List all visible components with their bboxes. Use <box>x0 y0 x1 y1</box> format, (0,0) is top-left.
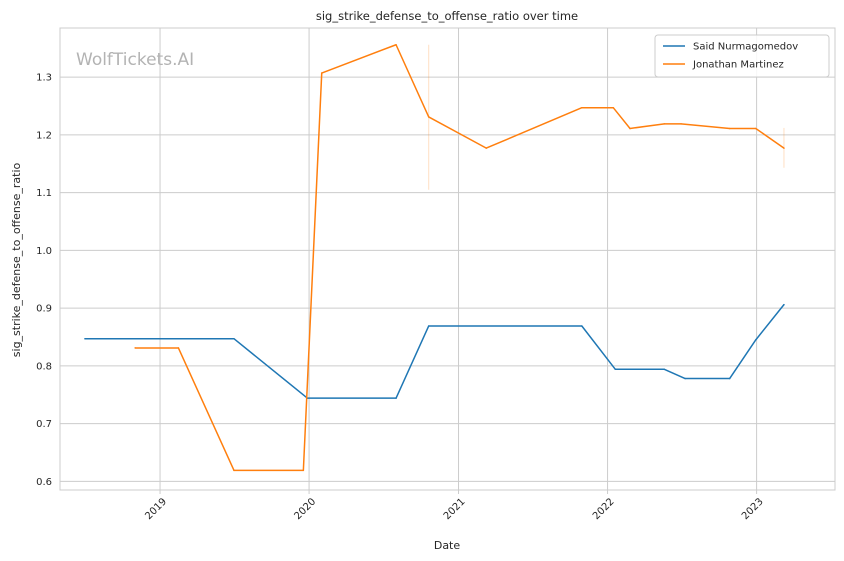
series-2-point <box>233 469 235 472</box>
series-2-point <box>728 127 731 130</box>
series-1-point <box>663 368 666 371</box>
series-2-point <box>783 147 785 149</box>
legend: Said Nurmagomedov Jonathan Martinez <box>654 34 830 78</box>
series-2-point <box>302 469 305 472</box>
series-1-point <box>581 325 583 327</box>
series-2-point <box>134 347 136 349</box>
plot-frame <box>59 27 836 491</box>
y-tick-label: 1.0 <box>36 246 52 257</box>
series-1-point <box>233 337 235 340</box>
series-2-point <box>485 147 488 149</box>
series-1-point <box>614 368 617 371</box>
y-tick-label: 0.7 <box>36 419 52 430</box>
series-2-point <box>680 123 682 125</box>
series-2-point <box>755 127 757 130</box>
y-axis-label: sig_strike_defense_to_offense_ratio <box>10 163 23 358</box>
series-2-point <box>395 43 397 46</box>
series-2-point <box>427 116 430 118</box>
legend-label-1: Said Nurmagomedov <box>693 42 798 53</box>
series-1-point <box>728 377 731 380</box>
legend-label-2: Jonathan Martinez <box>692 60 784 71</box>
series-line-1 <box>84 304 785 399</box>
series-2-point <box>177 347 180 349</box>
series-2-point <box>663 123 666 125</box>
series-1-point <box>783 303 785 306</box>
series-1-point <box>427 325 430 327</box>
series-1-point <box>395 397 397 399</box>
series-1-point <box>84 337 86 340</box>
series-1-point <box>755 339 757 341</box>
y-tick-label: 1.1 <box>36 188 52 199</box>
series-2-point <box>612 106 615 109</box>
y-tick-label: 1.2 <box>36 130 52 141</box>
watermark-text: WolfTickets.AI <box>76 50 194 70</box>
series-2-point <box>629 127 631 130</box>
y-tick-label: 0.9 <box>36 304 52 315</box>
x-axis-label: Date <box>434 539 461 552</box>
series-1-point <box>684 377 686 380</box>
series-2-point <box>320 72 323 74</box>
chart-title: sig_strike_defense_to_offense_ratio over… <box>316 9 578 23</box>
y-tick-label: 0.6 <box>36 477 52 488</box>
series-2-point <box>581 106 583 109</box>
legend-box <box>654 34 830 78</box>
y-tick-label: 1.3 <box>36 73 52 84</box>
y-tick-label: 0.8 <box>36 361 52 372</box>
series-line-2 <box>135 44 785 472</box>
